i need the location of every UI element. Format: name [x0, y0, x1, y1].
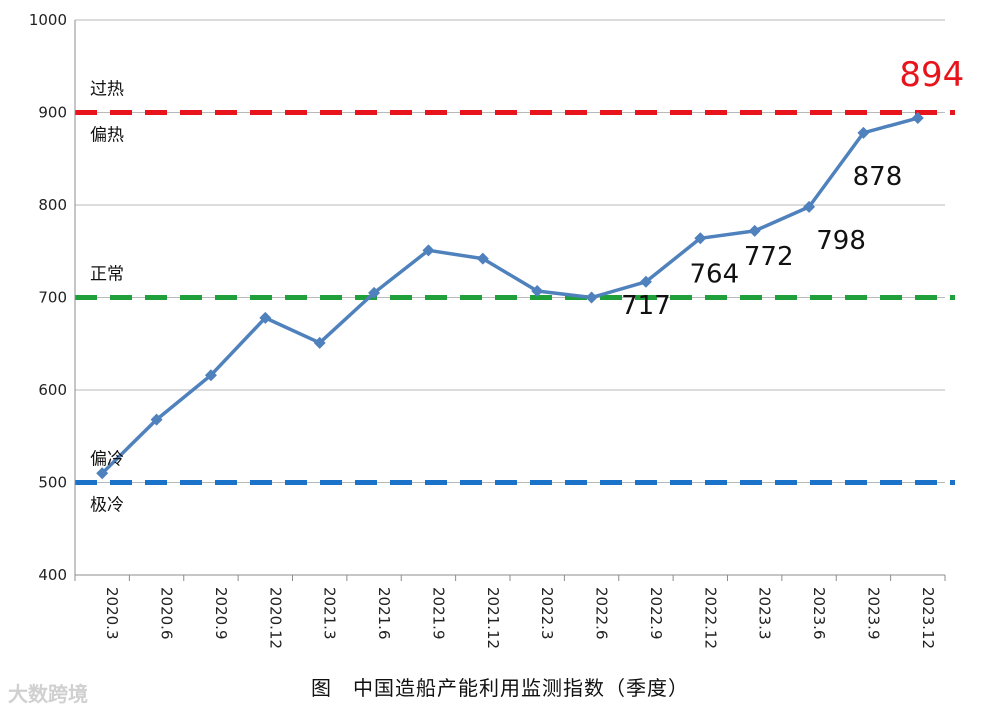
- data-point: [368, 286, 381, 299]
- zone-label: 正常: [90, 265, 124, 285]
- x-tick-label: 2021.6: [375, 587, 393, 640]
- x-tick-label: 2022.9: [647, 587, 665, 640]
- x-tick-label: 2020.3: [103, 587, 121, 640]
- y-tick-label: 600: [38, 381, 67, 399]
- x-tick-label: 2022.3: [538, 587, 556, 640]
- x-tick-label: 2023.3: [756, 587, 774, 640]
- data-point: [694, 232, 707, 245]
- watermark: 大数跨境: [8, 682, 88, 706]
- data-point: [204, 369, 217, 382]
- reference-lines: [75, 110, 955, 485]
- data-label: 894: [899, 55, 964, 95]
- data-point: [803, 200, 816, 213]
- series-line: [100, 116, 919, 475]
- data-point: [585, 291, 598, 304]
- figure-caption: 图 中国造船产能利用监测指数（季度）: [311, 676, 689, 700]
- x-tick-label: 2023.6: [810, 587, 828, 640]
- y-tick-label: 800: [38, 196, 67, 214]
- data-label: 878: [853, 162, 903, 192]
- series: [96, 112, 924, 480]
- data-point: [150, 413, 163, 426]
- x-tick-label: 2022.6: [593, 587, 611, 640]
- data-point: [911, 112, 924, 125]
- y-tick-label: 400: [38, 566, 67, 584]
- x-tick-label: 2021.12: [484, 587, 502, 649]
- data-point: [857, 126, 870, 139]
- data-label: 772: [744, 242, 794, 272]
- data-point: [748, 224, 761, 237]
- x-tick-label: 2020.6: [158, 587, 176, 640]
- x-tick-label: 2022.12: [701, 587, 719, 649]
- y-tick-label: 900: [38, 104, 67, 122]
- zone-label: 极冷: [90, 496, 124, 516]
- data-point: [476, 252, 489, 265]
- zone-label: 过热: [90, 80, 124, 100]
- x-tick-label: 2021.3: [321, 587, 339, 640]
- data-point: [422, 244, 435, 257]
- data-point: [639, 275, 652, 288]
- zone-label: 偏热: [90, 126, 124, 146]
- y-tick-label: 500: [38, 474, 67, 492]
- y-tick-label: 700: [38, 289, 67, 307]
- zone-label: 偏冷: [90, 450, 124, 470]
- data-point: [313, 336, 326, 349]
- y-tick-label: 1000: [29, 11, 67, 29]
- data-label: 798: [816, 226, 866, 256]
- data-point: [96, 467, 109, 480]
- x-tick-label: 2021.9: [429, 587, 447, 640]
- data-label: 717: [621, 291, 671, 321]
- data-point: [531, 285, 544, 298]
- x-tick-label: 2023.9: [864, 587, 882, 640]
- x-tick-label: 2023.12: [919, 587, 937, 649]
- x-tick-label: 2020.12: [266, 587, 284, 649]
- axes: 400 500 600 700 800 900 1000 2020.3 2020.6 2020.9…: [29, 11, 946, 649]
- data-point: [259, 311, 272, 324]
- x-tick-label: 2020.9: [212, 587, 230, 640]
- data-label: 764: [689, 259, 739, 289]
